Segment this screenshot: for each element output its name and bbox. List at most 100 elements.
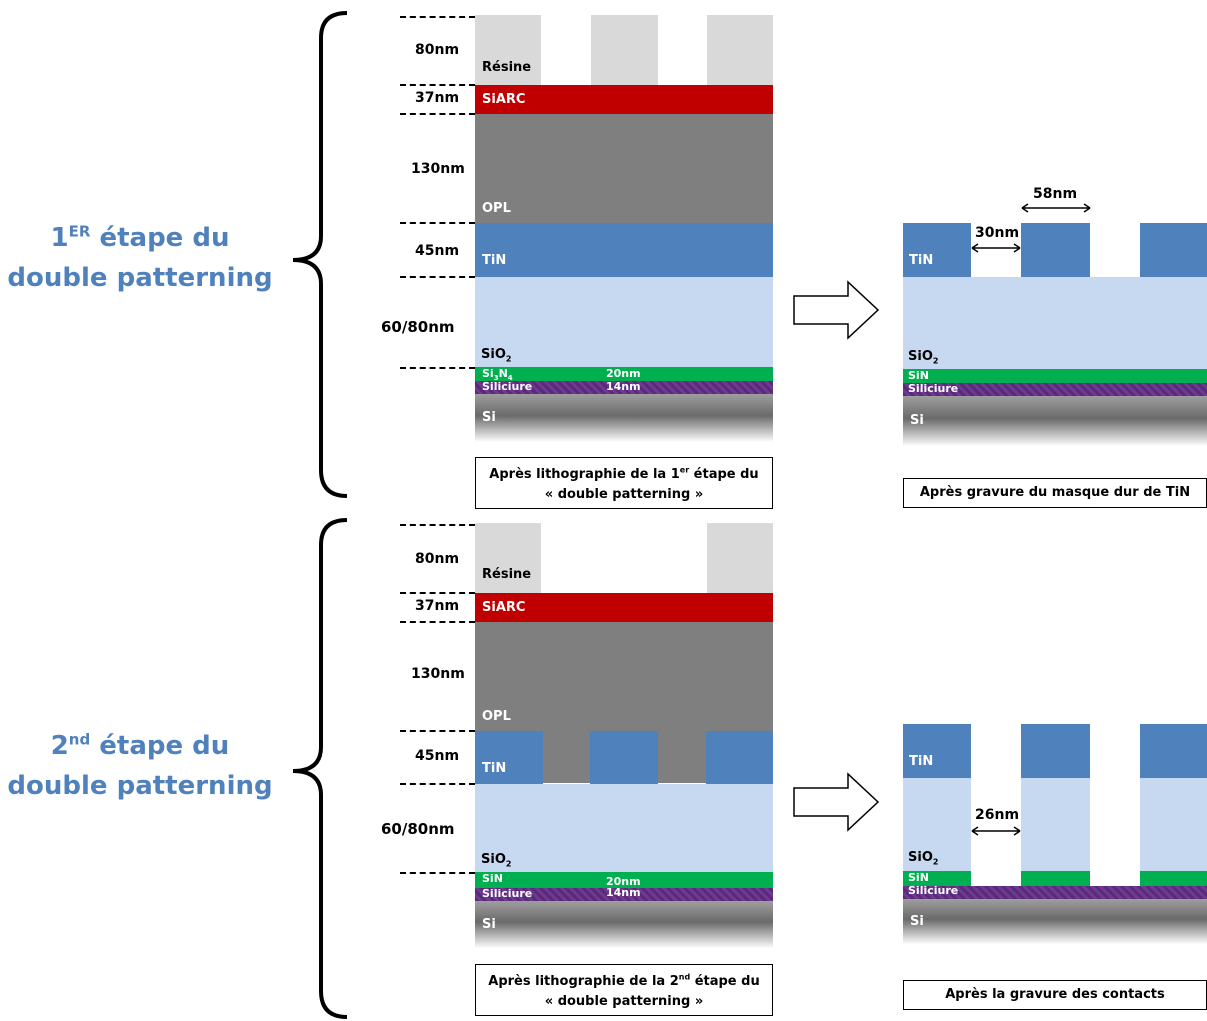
dim-37nm: 37nm xyxy=(415,598,460,614)
sin-layer: SiN xyxy=(903,369,1207,383)
siliciure-thickness: 14nm xyxy=(606,380,641,393)
dash-line xyxy=(400,367,475,369)
sin-label: SiN xyxy=(482,872,503,885)
resist-line xyxy=(475,523,541,593)
dim-80nm: 80nm xyxy=(415,42,460,58)
step2-title-rest: étape du xyxy=(90,731,230,761)
dash-line xyxy=(400,872,475,874)
dash-line xyxy=(400,592,475,594)
resine-label: Résine xyxy=(482,60,532,75)
dim-45nm: 45nm xyxy=(415,748,460,764)
step2-title-num: 2 xyxy=(50,731,69,761)
tin-mask-line xyxy=(1140,724,1207,778)
si-label: Si xyxy=(482,917,496,932)
tin-mask-line: TiN xyxy=(475,731,543,784)
dash-line xyxy=(400,524,475,526)
step2-result-caption: Après la gravure des contacts xyxy=(903,980,1207,1010)
si-substrate: Si xyxy=(475,394,773,442)
contact-dim-arrow xyxy=(971,826,1021,836)
siliciure-layer: Siliciure xyxy=(903,382,1207,396)
tin-mask-line xyxy=(1021,223,1090,277)
brace-step2 xyxy=(292,518,348,1019)
tin-label: TiN xyxy=(909,754,934,769)
si3n4-label: Si3N4 xyxy=(482,367,513,383)
tin-mask-line xyxy=(1140,223,1207,277)
sio2-label: SiO2 xyxy=(481,852,512,869)
sio2-label: SiO2 xyxy=(908,850,939,867)
sio2-layer: SiO2 xyxy=(475,784,773,872)
process-arrow-icon xyxy=(793,772,880,832)
resist-line xyxy=(591,15,658,85)
siarc-layer: SiARC xyxy=(475,85,773,114)
tin-mask-line xyxy=(1021,724,1090,778)
step1-result-caption: Après gravure du masque dur de TiN xyxy=(903,478,1207,508)
step2-title: 2nd étape du double patterning xyxy=(0,726,285,806)
dash-line xyxy=(400,222,475,224)
sio2-label: SiO2 xyxy=(481,347,512,364)
sin-pillar xyxy=(1021,871,1090,886)
process-arrow-icon xyxy=(793,280,880,340)
tin-label: TiN xyxy=(909,253,934,268)
step2-caption: Après lithographie de la 2nd étape du « … xyxy=(475,964,773,1016)
si3n4-thickness: 20nm xyxy=(606,367,641,380)
sio2-layer: SiO2 xyxy=(475,277,773,367)
resine-label: Résine xyxy=(482,567,532,582)
opl-label: OPL xyxy=(482,709,511,724)
dim-130nm: 130nm xyxy=(411,161,465,177)
resist-line xyxy=(707,15,773,85)
space-dim-label: 30nm xyxy=(975,225,1020,241)
sio2-layer: SiO2 xyxy=(903,277,1207,369)
siarc-layer: SiARC xyxy=(475,593,773,622)
si-label: Si xyxy=(910,413,924,428)
dash-line xyxy=(400,621,475,623)
step1-title-sup: ER xyxy=(68,222,91,241)
siliciure-label: Siliciure xyxy=(482,887,533,900)
dim-80nm: 80nm xyxy=(415,551,460,567)
step2-title-sup: nd xyxy=(68,730,91,749)
sio2-pillar: SiO2 xyxy=(903,778,971,871)
sio2-pillar xyxy=(1021,778,1090,871)
tin-label: TiN xyxy=(482,253,507,268)
opl-label: OPL xyxy=(482,201,511,216)
dim-60-80nm: 60/80nm xyxy=(381,318,455,336)
step1-caption: Après lithographie de la 1er étape du « … xyxy=(475,457,773,509)
si3n4-layer: Si3N4 20nm xyxy=(475,367,773,383)
si-label: Si xyxy=(482,410,496,425)
brace-step1 xyxy=(292,11,348,498)
tin-mask-line: TiN xyxy=(903,223,971,277)
si-substrate: Si xyxy=(903,396,1207,446)
tin-mask-line xyxy=(706,731,773,784)
dash-line xyxy=(400,276,475,278)
sin-label: SiN xyxy=(908,871,929,884)
tin-mask-line xyxy=(590,731,658,784)
dash-line xyxy=(400,113,475,115)
contact-dim-label: 26nm xyxy=(975,807,1020,823)
space-dim-arrow xyxy=(971,243,1021,253)
si-label: Si xyxy=(910,914,924,929)
si-substrate: Si xyxy=(903,899,1207,944)
sin-thickness: 20nm xyxy=(606,875,641,888)
dim-45nm: 45nm xyxy=(415,243,460,259)
tin-layer: TiN xyxy=(475,223,773,277)
sin-layer: SiN 20nm xyxy=(475,872,773,888)
sin-label: SiN xyxy=(908,369,929,382)
resist-line xyxy=(707,523,773,593)
siarc-label: SiARC xyxy=(482,92,526,107)
dash-line xyxy=(400,730,475,732)
siliciure-layer: Siliciure 14nm xyxy=(475,886,773,901)
si-substrate: Si xyxy=(475,901,773,948)
step1-title-num: 1 xyxy=(50,223,69,253)
sio2-label: SiO2 xyxy=(908,349,939,366)
dim-130nm: 130nm xyxy=(411,666,465,682)
step2-title-line2: double patterning xyxy=(7,771,273,801)
dash-line xyxy=(400,783,475,785)
siliciure-layer: Siliciure 14nm xyxy=(475,380,773,394)
sin-pillar xyxy=(1140,871,1207,886)
tin-mask-line: TiN xyxy=(903,724,971,778)
dash-line xyxy=(400,16,475,18)
dash-line xyxy=(400,84,475,86)
step1-title-rest: étape du xyxy=(90,223,230,253)
sin-pillar: SiN xyxy=(903,871,971,886)
siliciure-label: Siliciure xyxy=(908,884,959,897)
dim-60-80nm: 60/80nm xyxy=(381,820,455,838)
